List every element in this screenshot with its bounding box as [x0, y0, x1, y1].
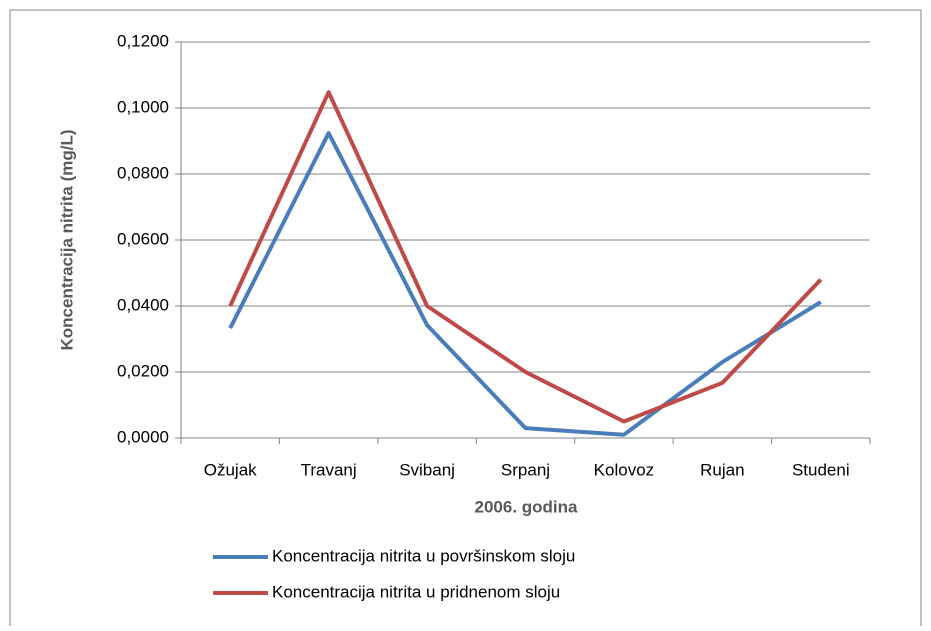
- x-tick-label: Studeni: [792, 460, 850, 479]
- y-tick-label: 0,0800: [117, 163, 169, 182]
- y-tick-label: 0,0400: [117, 295, 169, 314]
- series-line: [228, 90, 823, 424]
- x-tick-label: Rujan: [700, 460, 744, 479]
- series-line: [228, 131, 822, 437]
- x-tick-label: Svibanj: [399, 460, 455, 479]
- x-tick-label: Ožujak: [204, 460, 257, 479]
- x-axis-title: 2006. godina: [475, 497, 579, 516]
- y-tick-label: 0,1000: [117, 97, 169, 116]
- y-axis-title: Koncentracija nitrita (mg/L): [57, 129, 76, 350]
- y-tick-label: 0,0600: [117, 229, 169, 248]
- chart-frame: [9, 9, 922, 631]
- x-tick-label: Kolovoz: [594, 460, 654, 479]
- y-tick-label: 0,0200: [117, 361, 169, 380]
- x-tick-label: Srpanj: [501, 460, 550, 479]
- legend-label: Koncentracija nitrita u pridnenom sloju: [272, 582, 560, 601]
- y-tick-label: 0,1200: [117, 31, 169, 50]
- legend-label: Koncentracija nitrita u površinskom sloj…: [272, 546, 575, 565]
- y-tick-label: 0,0000: [117, 427, 169, 446]
- x-tick-label: Travanj: [301, 460, 357, 479]
